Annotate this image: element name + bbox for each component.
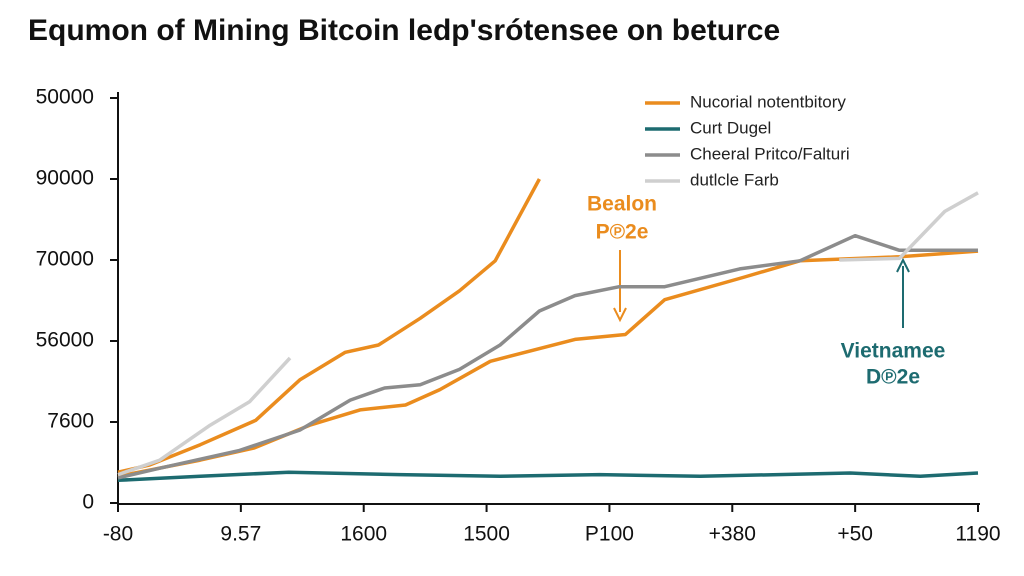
x-tick-label: 9.57 <box>220 523 261 546</box>
annotation: Vietnamee <box>841 340 946 363</box>
y-tick-label: 0 <box>82 491 94 514</box>
series-line <box>117 191 979 477</box>
annotation: Bealon <box>587 193 657 216</box>
legend-label: Curt Dugel <box>690 118 771 137</box>
legend-label: Cheeral Pritco/Falturi <box>690 144 850 163</box>
y-tick-label: 90000 <box>36 167 94 190</box>
y-tick-label: 56000 <box>36 329 94 352</box>
annotation: D℗2e <box>866 366 920 389</box>
series-line <box>117 470 979 483</box>
series-line <box>117 178 979 479</box>
x-tick-label: 1190 <box>955 523 1000 546</box>
arrow-head <box>613 307 627 323</box>
x-tick-label: P100 <box>585 523 634 546</box>
y-tick-label: 70000 <box>36 248 94 271</box>
arrow-head <box>896 257 910 273</box>
x-tick-label: +380 <box>709 523 756 546</box>
x-tick-label: +50 <box>837 523 873 546</box>
x-tick-label: 1600 <box>340 523 387 546</box>
y-tick-label: 7600 <box>47 410 94 433</box>
annotation: P℗2e <box>596 221 649 244</box>
x-tick-label: 1500 <box>463 523 510 546</box>
x-tick-label: -80 <box>103 523 133 546</box>
y-tick-label: 50000 <box>36 86 94 109</box>
chart-title: Equmon of Mining Bitcoin ledp'srótensee … <box>28 14 780 47</box>
legend-label: Nucorial notentbitory <box>690 92 846 111</box>
series-line <box>117 233 978 480</box>
legend-label: dutlcle Farb <box>690 170 779 189</box>
